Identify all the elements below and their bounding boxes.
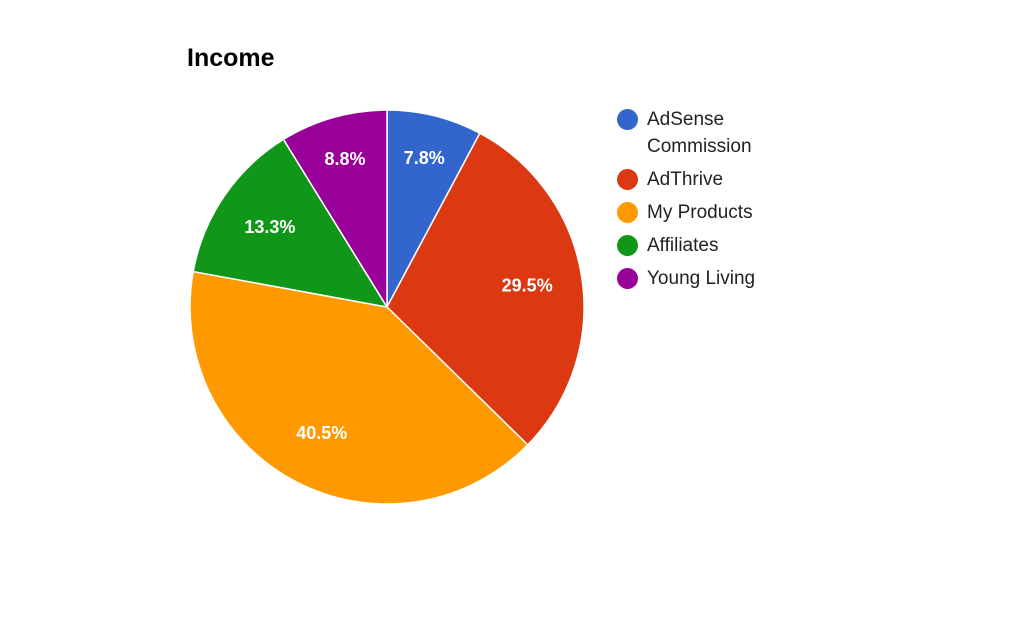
pie-slice-labels: 7.8% 29.5% 40.5% 13.3% 8.8% [244, 148, 552, 443]
legend-item-adsense-commission[interactable]: AdSense Commission [617, 106, 857, 160]
pie-slice-affiliates[interactable] [192, 138, 389, 309]
pie-slice-adsense-commission[interactable] [386, 109, 481, 308]
legend-label: My Products [647, 202, 753, 223]
slice-label-adsense-commission: 7.8% [404, 148, 445, 168]
legend-item-my-products[interactable]: My Products [617, 199, 857, 226]
legend-label: Affiliates [647, 235, 719, 256]
legend-swatch [617, 202, 638, 223]
slice-label-adthrive: 29.5% [502, 275, 553, 295]
legend-label: Commission [647, 136, 752, 157]
legend-swatch [617, 109, 638, 130]
pie-slice-young-living[interactable] [282, 109, 388, 310]
pie-slice-adthrive[interactable] [386, 132, 585, 446]
legend-label: AdThrive [647, 169, 724, 190]
legend-label: AdSense [647, 109, 725, 130]
slice-label-my-products: 40.5% [296, 423, 347, 443]
legend-label: Young Living [647, 268, 756, 289]
chart-title: Income [187, 44, 275, 72]
pie-slice-my-products[interactable] [189, 270, 529, 505]
legend-swatch [617, 235, 638, 256]
legend: AdSense Commission AdThrive My Products Affi… [617, 106, 857, 298]
legend-item-adthrive[interactable]: AdThrive [617, 166, 857, 193]
legend-swatch [617, 169, 638, 190]
legend-item-affiliates[interactable]: Affiliates [617, 232, 857, 259]
legend-swatch [617, 268, 638, 289]
legend-item-young-living[interactable]: Young Living [617, 265, 857, 292]
slice-label-young-living: 8.8% [325, 149, 366, 169]
slice-label-affiliates: 13.3% [244, 217, 295, 237]
pie-slices [189, 109, 585, 505]
